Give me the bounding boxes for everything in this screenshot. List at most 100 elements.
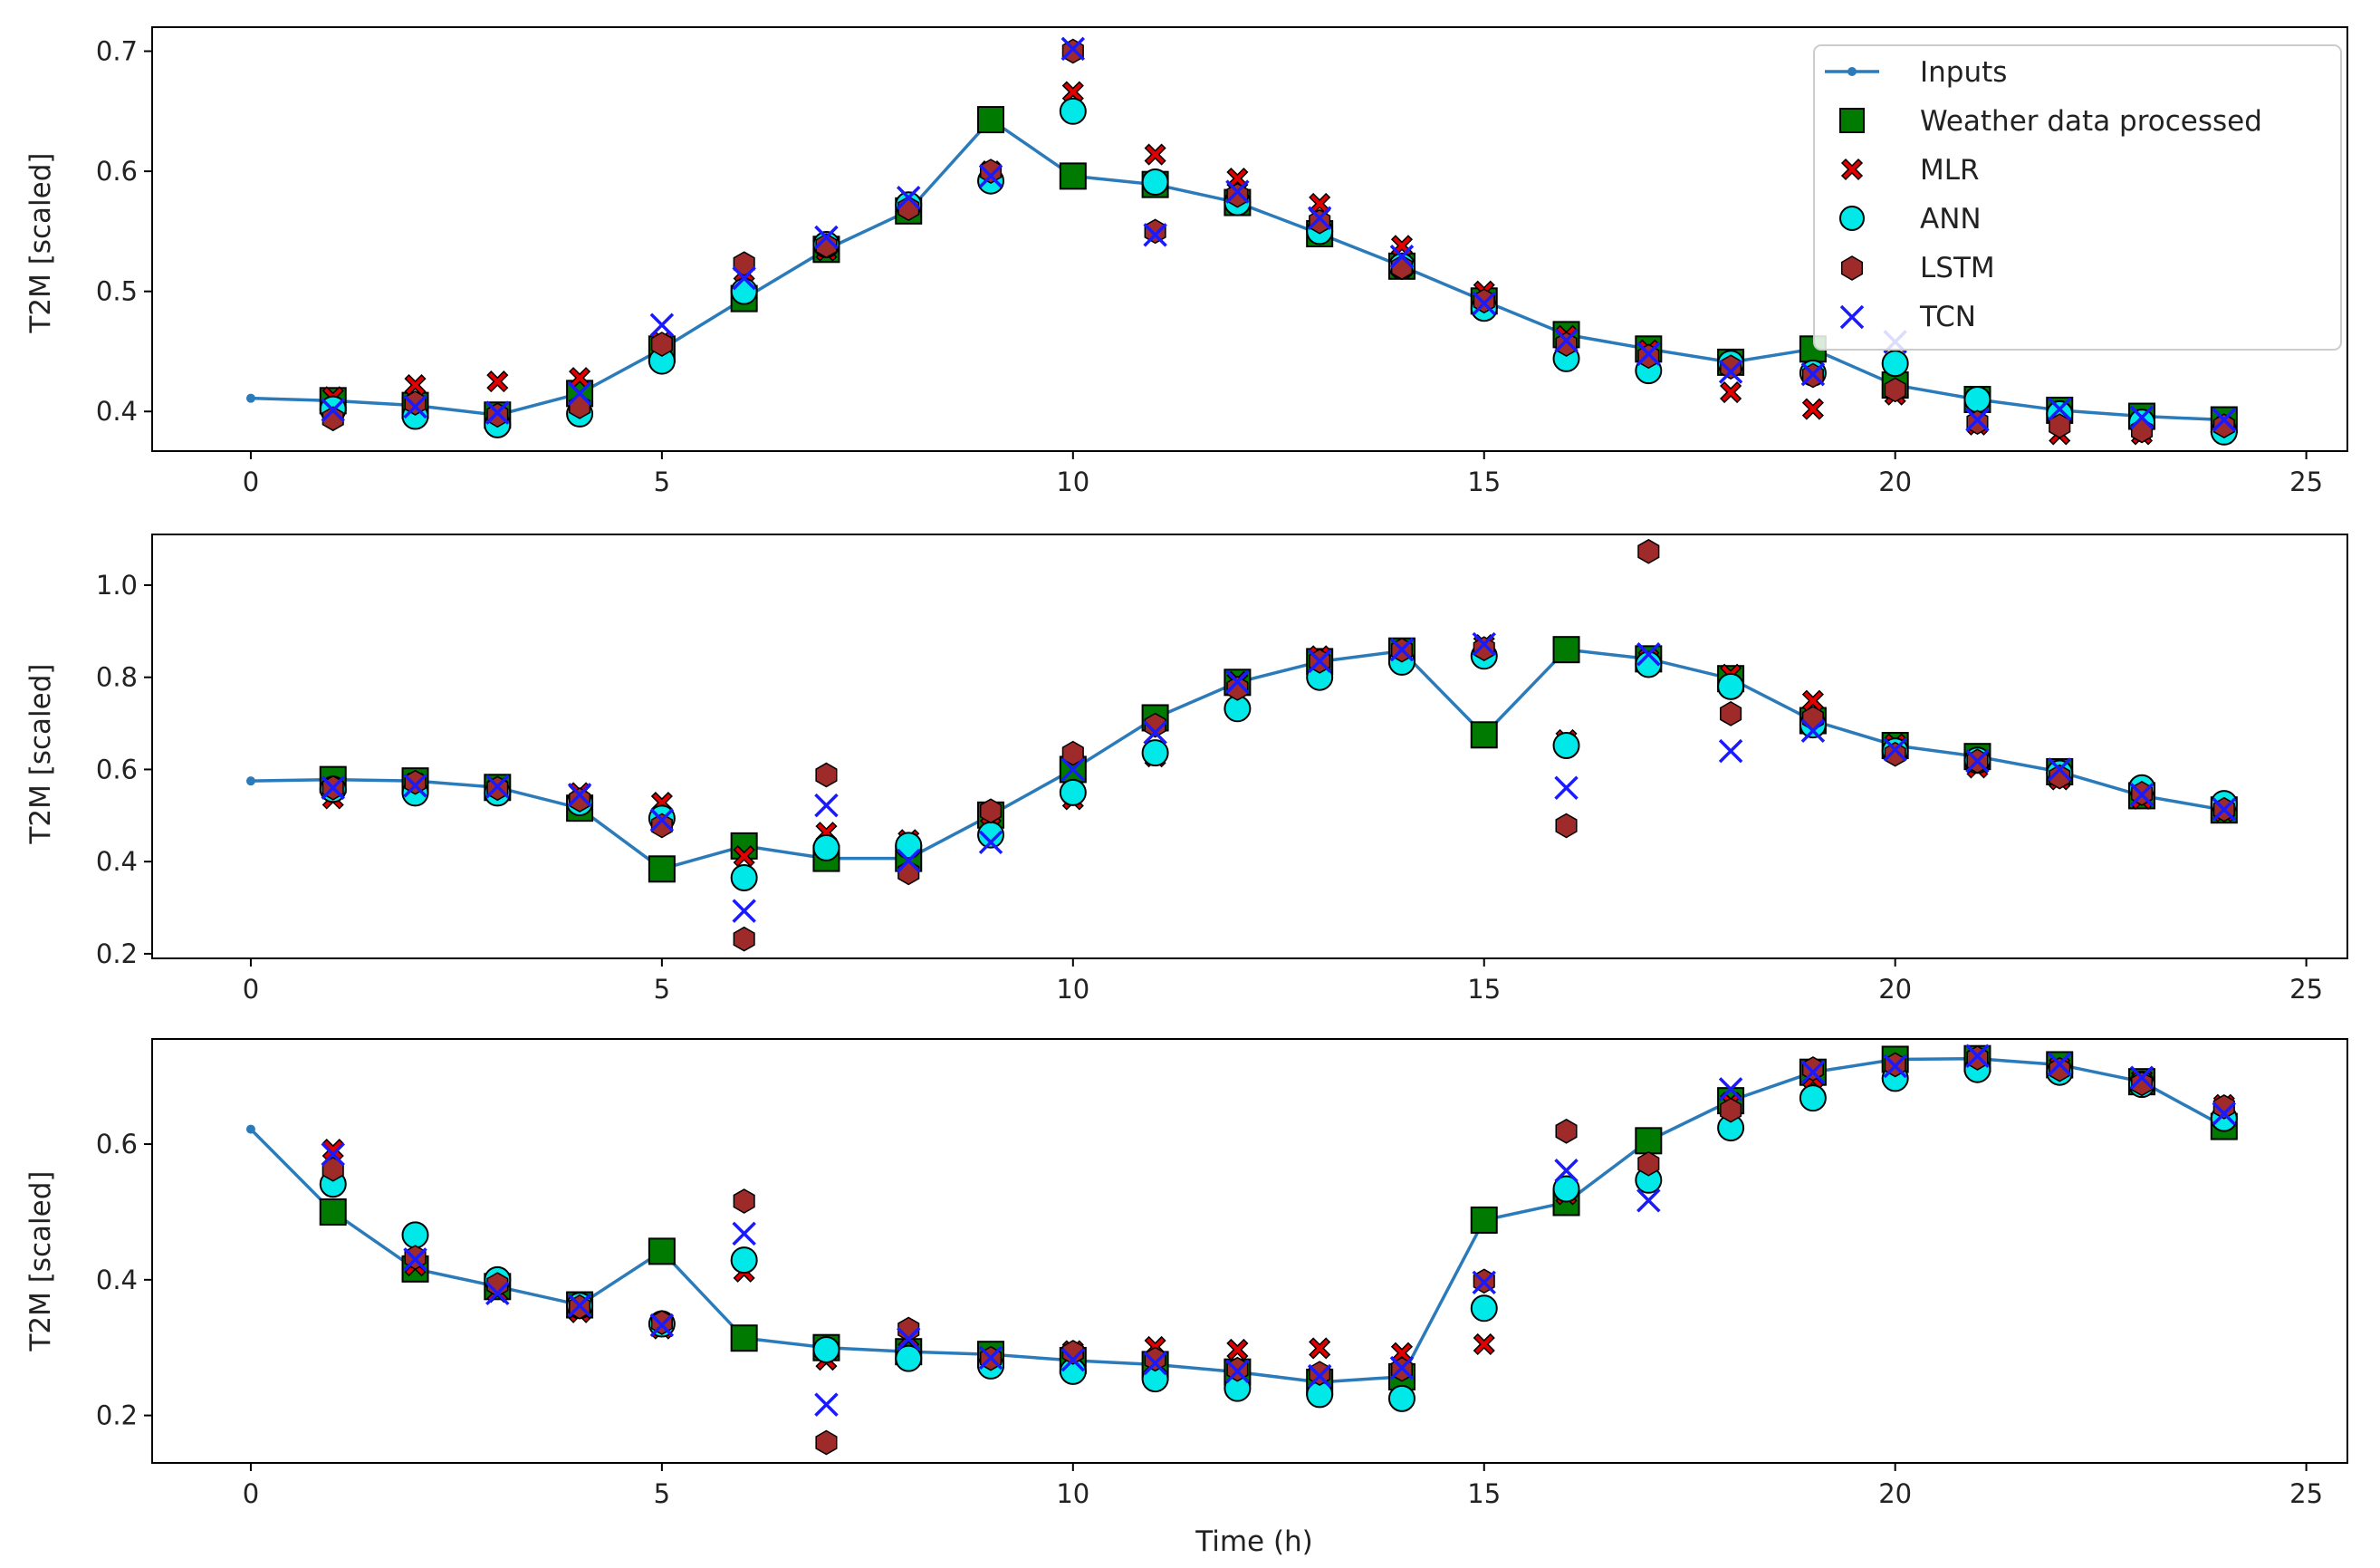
tcn-point-3-16 [1636, 1188, 1661, 1213]
ann-point-2-7 [895, 832, 923, 860]
legend-entry-tcn: TCN [1839, 301, 1976, 333]
x-tick-label-3-10: 10 [1056, 1478, 1089, 1509]
tcn-point-2-0 [321, 775, 345, 801]
y-axis-label-2: T2M [scaled] [24, 663, 57, 844]
lstm-point-1-15 [1555, 332, 1578, 357]
ann-point-2-10 [1141, 739, 1169, 767]
inputs-point-3-0 [245, 1124, 255, 1134]
lstm-point-3-22 [2130, 1071, 2154, 1097]
tcn-point-2-22 [2129, 783, 2154, 807]
lstm-point-3-17 [1720, 1097, 1742, 1123]
tcn-point-3-5 [732, 1221, 756, 1246]
lstm-point-1-6 [815, 233, 838, 259]
x-tick-label-1-20: 20 [1878, 467, 1912, 497]
lstm-point-2-17 [1720, 701, 1742, 726]
ann-point-1-9 [1059, 97, 1087, 125]
lstm-point-1-12 [1309, 208, 1331, 235]
label-point-3-14 [1470, 1206, 1498, 1234]
lstm-point-3-10 [1144, 1346, 1166, 1372]
tcn-point-3-4 [649, 1313, 675, 1338]
tcn-point-2-16 [1636, 642, 1661, 667]
tcn-point-1-8 [978, 164, 1003, 188]
ann-point-3-7 [895, 1344, 923, 1372]
tcn-point-1-12 [1307, 206, 1332, 231]
tcn-point-3-20 [1965, 1044, 1990, 1068]
x-tick-label-1-0: 0 [243, 467, 259, 497]
ann-point-2-16 [1635, 650, 1663, 678]
tcn-point-1-15 [1554, 328, 1579, 353]
tcn-point-2-11 [1225, 669, 1250, 695]
tcn-point-1-1 [403, 394, 427, 419]
label-point-3-0 [319, 1198, 347, 1226]
tcn-point-1-11 [1225, 179, 1250, 204]
tcn-point-1-0 [321, 398, 345, 423]
tcn-point-1-3 [567, 381, 592, 406]
legend: Inputs Weather data processed MLR ANN LS… [1813, 44, 2342, 351]
lstm-point-2-18 [1801, 706, 1824, 731]
legend-label-labels: Weather data processed [1920, 105, 2262, 138]
tcn-point-1-5 [732, 265, 756, 291]
legend-label-mlr: MLR [1920, 154, 1980, 187]
legend-swatch-mlr [1840, 158, 1864, 181]
label-point-1-9 [1059, 162, 1087, 190]
mlr-point-2-5 [733, 845, 755, 868]
y-tick-label-2-0: 0.2 [96, 938, 138, 969]
y-tick-label-3-2: 0.6 [96, 1129, 138, 1159]
lstm-point-1-0 [321, 406, 344, 432]
mlr-point-3-12 [1309, 1337, 1331, 1360]
legend-swatch-tcn [1839, 304, 1865, 330]
lstm-point-3-15 [1555, 1118, 1578, 1144]
mlr-point-1-17 [1720, 380, 1742, 404]
label-point-3-4 [648, 1237, 676, 1265]
tcn-point-2-10 [1143, 720, 1167, 745]
tcn-point-1-22 [2129, 405, 2154, 430]
y-tick-label-2-2: 0.6 [96, 754, 138, 784]
lstm-point-3-23 [2212, 1094, 2235, 1120]
tcn-point-2-19 [1883, 737, 1907, 762]
lstm-point-2-3 [569, 787, 591, 813]
lstm-point-2-7 [897, 860, 920, 886]
y-tick-label-2-1: 0.4 [96, 846, 138, 877]
x-axis-label: Time (h) [1195, 1525, 1313, 1558]
label-point-3-16 [1635, 1127, 1663, 1155]
tcn-point-2-23 [2212, 797, 2237, 822]
tcn-point-2-4 [649, 808, 675, 832]
tcn-point-3-23 [2212, 1101, 2237, 1126]
tcn-point-2-1 [403, 774, 427, 798]
mlr-point-3-11 [1226, 1338, 1249, 1361]
tcn-point-1-21 [2048, 397, 2072, 421]
legend-entry-mlr: MLR [1840, 154, 1980, 187]
tcn-point-3-10 [1143, 1351, 1167, 1376]
legend-swatch-ann [1839, 206, 1865, 231]
tcn-point-3-19 [1883, 1053, 1907, 1079]
tcn-point-3-8 [978, 1345, 1003, 1371]
ann-point-2-5 [730, 863, 758, 891]
plot-frame-2 [151, 534, 2348, 959]
tcn-point-2-8 [978, 830, 1003, 855]
lstm-point-1-11 [1226, 182, 1249, 208]
y-tick-label-2-4: 1.0 [96, 570, 138, 601]
tcn-point-2-18 [1800, 718, 1826, 743]
lstm-point-1-17 [1720, 354, 1742, 380]
label-point-2-14 [1470, 721, 1498, 749]
tcn-point-3-18 [1800, 1060, 1826, 1084]
tcn-point-1-17 [1718, 360, 1743, 384]
ann-point-2-17 [1717, 672, 1745, 700]
tcn-point-3-17 [1718, 1077, 1743, 1101]
lstm-point-1-13 [1390, 255, 1414, 281]
x-tick-label-2-25: 25 [2289, 974, 2323, 1005]
tcn-point-2-12 [1307, 649, 1332, 674]
label-point-1-8 [977, 106, 1005, 134]
lstm-point-2-14 [1473, 636, 1495, 662]
inputs-point-2-0 [245, 776, 255, 786]
tcn-point-3-9 [1060, 1347, 1086, 1372]
ann-point-1-10 [1141, 168, 1169, 197]
lstm-point-2-16 [1637, 538, 1660, 564]
y-axis-label-3: T2M [scaled] [24, 1170, 57, 1352]
lstm-point-2-21 [2049, 764, 2071, 790]
y-tick-label-2-3: 0.8 [96, 662, 138, 693]
ann-point-3-18 [1799, 1084, 1827, 1112]
tcn-point-2-7 [896, 848, 921, 873]
legend-entry-ann: ANN [1839, 203, 1982, 236]
plot-frame-3 [151, 1038, 2348, 1464]
